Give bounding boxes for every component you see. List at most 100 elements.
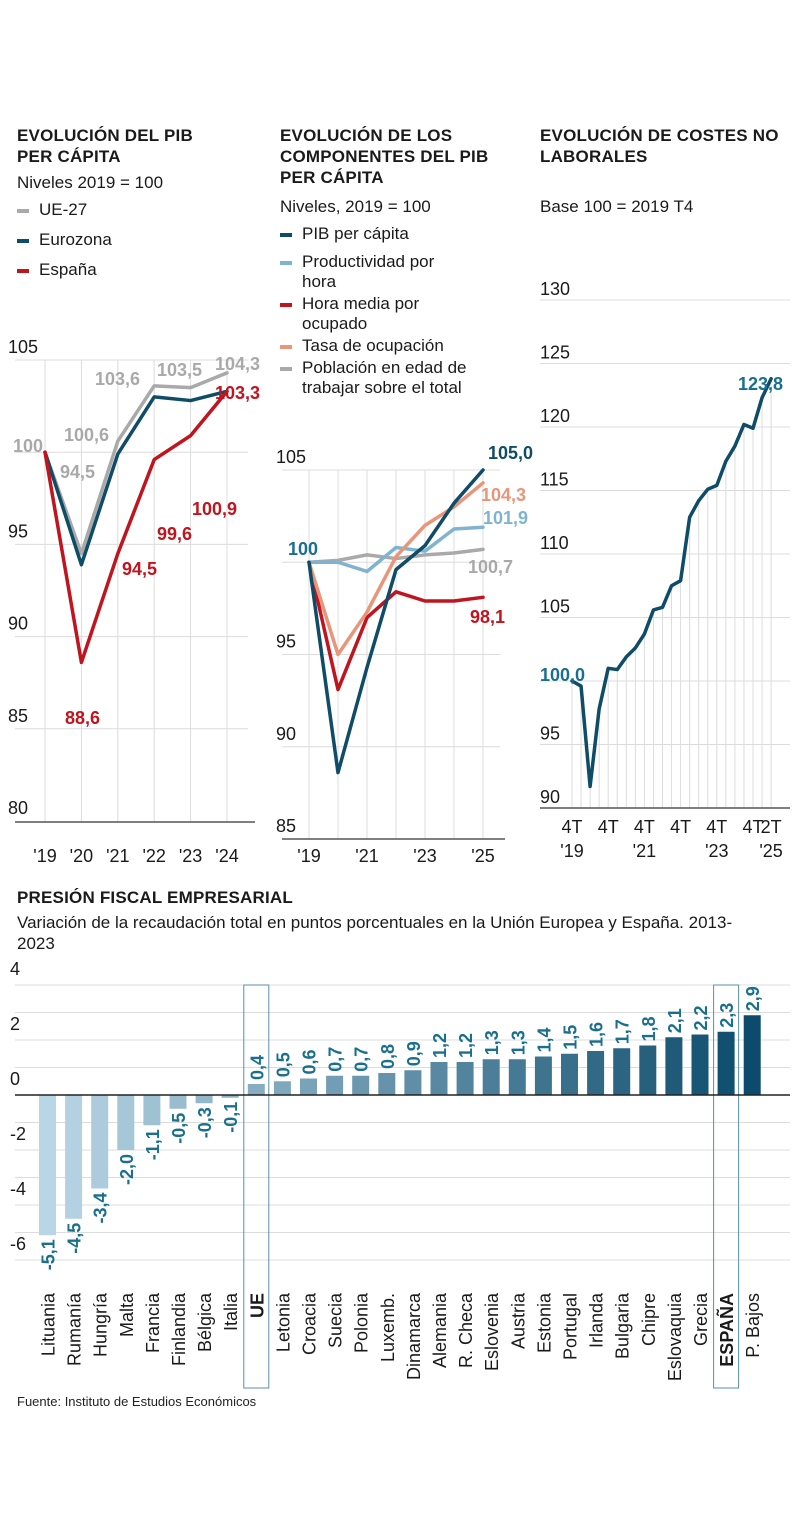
bar-category-label: Luxemb. <box>378 1293 398 1362</box>
bar-value-label: 0,5 <box>273 1052 293 1077</box>
y-tick-label: 0 <box>10 1069 20 1089</box>
legend-label: PIB per cápita <box>302 224 409 243</box>
bar-value-label: 1,2 <box>456 1033 476 1058</box>
bar <box>117 1095 135 1150</box>
data-label-pib: 105,0 <box>488 443 533 463</box>
data-label-espana: 99,6 <box>157 524 192 544</box>
legend-label: Tasa de ocupación <box>302 336 444 355</box>
y-tick-label: 105 <box>276 447 306 467</box>
x-tick-label: '21 <box>355 846 378 866</box>
highlight-box <box>243 984 270 1389</box>
x-tick-label: 4T '21 <box>633 817 656 861</box>
legend-label: Eurozona <box>39 230 112 249</box>
y-tick-label: 85 <box>276 816 296 836</box>
bar-value-label: 2,9 <box>743 986 763 1011</box>
bar <box>587 1051 605 1095</box>
bar-value-label: -3,4 <box>91 1193 111 1224</box>
bar <box>195 1095 213 1104</box>
legend-item-pib: PIB per cápita <box>280 224 490 244</box>
bar-category-label: Suecia <box>326 1292 346 1348</box>
highlight-box <box>713 984 740 1389</box>
bar-category-label: Croacia <box>300 1292 320 1355</box>
bar-category-label: Bulgaria <box>613 1292 633 1359</box>
bar-value-label: -1,1 <box>143 1129 163 1160</box>
bar-category-label: P. Bajos <box>743 1293 763 1358</box>
bar-value-label: -0,3 <box>195 1107 215 1138</box>
bar-category-label: Letonia <box>273 1292 293 1352</box>
bar <box>717 1031 735 1095</box>
bar <box>352 1075 370 1095</box>
bar-category-label: UE <box>247 1293 267 1318</box>
bar-value-label: -5,1 <box>39 1239 59 1270</box>
x-tick-label: 4T <box>598 817 619 837</box>
bar-category-label: R. Checa <box>456 1292 476 1368</box>
bar-category-label: Irlanda <box>587 1292 607 1348</box>
legend-label: Hora media por ocupado <box>302 294 420 333</box>
bar-value-label: 0,7 <box>326 1047 346 1072</box>
bar-category-label: Austria <box>508 1292 528 1349</box>
x-tick-label: '22 <box>142 846 165 866</box>
chart2-legend: PIB per cápita Productividad por hora Ho… <box>280 224 490 398</box>
x-tick-label: '19 <box>297 846 320 866</box>
bar-value-label: 2,3 <box>717 1003 737 1028</box>
legend-label: Productividad por hora <box>302 252 435 291</box>
bar <box>534 1056 552 1095</box>
bar-category-label: Estonia <box>534 1292 554 1353</box>
bar-category-label: Portugal <box>561 1293 581 1360</box>
bar-category-label: Polonia <box>352 1292 372 1353</box>
legend-label: UE-27 <box>39 200 88 219</box>
series-line-pib <box>307 468 485 775</box>
bar-value-label: -2,0 <box>117 1154 137 1185</box>
bar-value-label: -0,5 <box>169 1113 189 1144</box>
chart2-subtitle: Niveles, 2019 = 100 <box>280 197 431 216</box>
y-tick-label: 85 <box>8 706 28 726</box>
legend-item-espana: España <box>17 260 112 280</box>
legend-item-productividad: Productividad por hora <box>280 252 490 292</box>
bar-category-label: Italia <box>221 1292 241 1331</box>
x-tick-label: 4T <box>742 817 763 837</box>
bar-value-label: 1,3 <box>508 1030 528 1055</box>
data-label-end: 123,8 <box>738 374 783 394</box>
y-tick-label: 105 <box>540 597 570 617</box>
x-tick-label: '20 <box>70 846 93 866</box>
bar-value-label: 0,4 <box>247 1055 267 1080</box>
bar-category-label: Malta <box>117 1292 137 1337</box>
legend-swatch <box>280 367 292 371</box>
bar-category-label: Eslovenia <box>482 1292 502 1371</box>
y-tick-label: 105 <box>8 337 38 357</box>
bar <box>456 1062 474 1095</box>
bar <box>508 1059 526 1095</box>
bar <box>143 1095 161 1126</box>
legend-swatch <box>280 345 292 349</box>
bar-value-label: 1,6 <box>587 1022 607 1047</box>
legend-swatch <box>17 209 29 213</box>
y-tick-label: 130 <box>540 279 570 299</box>
bar-value-label: 1,5 <box>561 1025 581 1050</box>
data-label-ue27: 100,6 <box>64 425 109 445</box>
data-label-ue27: 103,6 <box>95 369 140 389</box>
legend-label: España <box>39 260 97 279</box>
chart1-title: EVOLUCIÓN DEL PIB PER CÁPITA <box>17 125 227 167</box>
bar-category-label: ESPAÑA <box>716 1293 737 1367</box>
x-tick-label: 2T '25 <box>759 817 782 861</box>
legend-item-hora: Hora media por ocupado <box>280 294 490 334</box>
x-tick-label: '25 <box>471 846 494 866</box>
x-tick-label: '24 <box>215 846 238 866</box>
data-label-espana: 103,3 <box>215 383 260 403</box>
y-tick-label: 90 <box>8 614 28 634</box>
bar-value-label: 2,1 <box>665 1008 685 1033</box>
series-line-eurozona <box>43 389 229 567</box>
bar-value-label: -0,1 <box>221 1102 241 1133</box>
y-tick-label: -2 <box>10 1124 26 1144</box>
y-tick-label: 95 <box>8 521 28 541</box>
bar <box>273 1081 291 1095</box>
x-tick-label: 4T '23 <box>705 817 728 861</box>
bar-value-label: 1,7 <box>613 1019 633 1044</box>
legend-item-tasa: Tasa de ocupación <box>280 336 490 356</box>
bar <box>430 1062 448 1095</box>
y-tick-label: 120 <box>540 406 570 426</box>
bar <box>613 1048 631 1095</box>
bar <box>91 1095 109 1189</box>
chart3-title: EVOLUCIÓN DE COSTES NO LABORALES <box>540 126 779 166</box>
